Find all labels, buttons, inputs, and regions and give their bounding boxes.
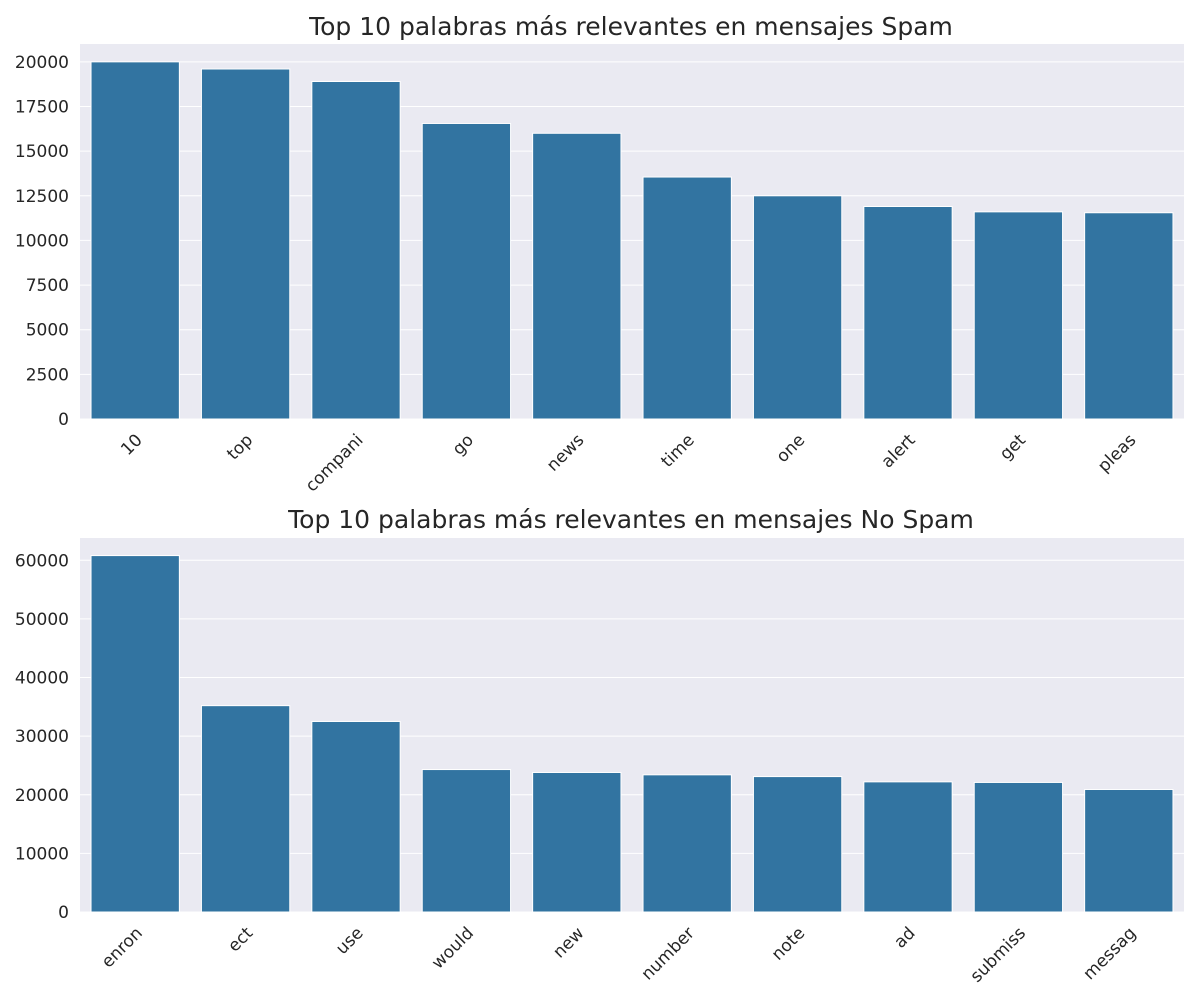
x-tick-label: one xyxy=(773,430,810,467)
y-tick-label: 0 xyxy=(58,903,69,923)
x-tick-label: messag xyxy=(1080,923,1141,984)
y-tick-label: 30000 xyxy=(15,727,69,747)
y-tick-label: 2500 xyxy=(26,365,69,385)
y-tick-label: 10000 xyxy=(15,844,69,864)
x-tick-label: number xyxy=(638,923,699,984)
y-tick-label: 17500 xyxy=(15,98,69,118)
bar xyxy=(311,720,401,913)
bar xyxy=(200,705,291,913)
x-tick-label: pleas xyxy=(1094,430,1140,476)
bar xyxy=(532,771,622,913)
y-tick-label: 40000 xyxy=(15,669,69,689)
bars xyxy=(90,555,1174,913)
x-tick-label: time xyxy=(657,430,698,471)
x-tick-label: news xyxy=(543,430,588,475)
bar xyxy=(642,774,732,913)
y-tick-label: 5000 xyxy=(26,321,69,341)
chart-no-spam: Top 10 palabras más relevantes en mensaj… xyxy=(15,505,1184,987)
bar xyxy=(1084,212,1174,420)
y-tick-label: 12500 xyxy=(15,187,69,207)
chart-spam: Top 10 palabras más relevantes en mensaj… xyxy=(15,12,1184,496)
bar xyxy=(863,206,953,420)
x-tick-label: ect xyxy=(224,923,257,956)
x-tick-label: note xyxy=(768,923,809,964)
y-tick-labels: 0 10000 20000 30000 40000 50000 60000 xyxy=(15,551,69,923)
bar xyxy=(311,81,401,420)
x-tick-labels: enron ect use would new number note ad submiss me… xyxy=(98,923,1140,986)
x-tick-label: compani xyxy=(302,430,368,496)
x-tick-label: enron xyxy=(98,923,147,972)
y-tick-labels: 0 2500 5000 7500 10000 12500 15000 17500 20000 xyxy=(15,53,69,430)
y-tick-label: 15000 xyxy=(15,142,69,162)
x-tick-label: get xyxy=(996,430,1030,464)
bar xyxy=(752,776,843,913)
x-tick-label: new xyxy=(549,923,588,962)
x-tick-label: would xyxy=(428,923,478,973)
x-tick-label: go xyxy=(449,430,478,459)
y-tick-label: 50000 xyxy=(15,610,69,630)
bar xyxy=(421,769,512,913)
x-tick-label: alert xyxy=(878,430,920,472)
y-tick-label: 7500 xyxy=(26,276,69,296)
bar xyxy=(863,781,953,913)
x-tick-label: submiss xyxy=(967,923,1030,986)
x-tick-label: ad xyxy=(890,923,919,952)
y-tick-label: 20000 xyxy=(15,786,69,806)
bar xyxy=(421,122,512,420)
y-tick-label: 20000 xyxy=(15,53,69,73)
bar xyxy=(532,132,622,420)
bar xyxy=(90,555,180,913)
y-tick-label: 10000 xyxy=(15,231,69,251)
x-tick-label: top xyxy=(223,430,257,464)
chart-title: Top 10 palabras más relevantes en mensaj… xyxy=(287,505,974,534)
x-tick-label: use xyxy=(332,923,367,958)
y-tick-label: 0 xyxy=(58,410,69,430)
bar xyxy=(1084,788,1174,913)
bar xyxy=(642,176,732,420)
bar xyxy=(973,211,1064,420)
bars xyxy=(90,61,1174,420)
y-tick-label: 60000 xyxy=(15,551,69,571)
x-tick-label: 10 xyxy=(117,430,146,459)
bar xyxy=(200,68,291,420)
bar xyxy=(90,61,180,420)
bar xyxy=(752,195,843,420)
chart-title: Top 10 palabras más relevantes en mensaj… xyxy=(308,12,953,41)
bar xyxy=(973,781,1064,913)
x-tick-labels: 10 top compani go news time one alert get pleas xyxy=(117,430,1140,496)
